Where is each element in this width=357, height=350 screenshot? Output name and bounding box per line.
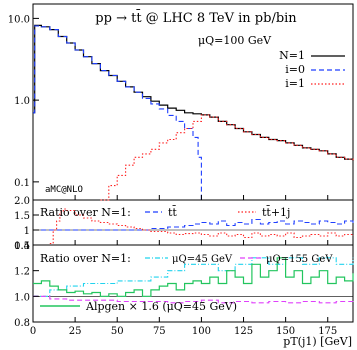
legend-label-tt: tt̄	[168, 206, 177, 219]
y-tick-label-1-0: 0.5	[14, 241, 30, 252]
legend-label-i0: i=0	[285, 63, 305, 76]
legend-label-i1: i=1	[285, 77, 305, 90]
main-legend: N=1 i=0 i=1	[279, 49, 345, 90]
main-panel-frame	[32, 3, 354, 201]
x-tick-label-2: 50	[111, 326, 124, 337]
legend-label-mu155: μQ=155 GeV	[266, 254, 333, 265]
legend-label-mu45: μQ=45 GeV	[172, 254, 233, 265]
x-tick-label-0: 0	[30, 326, 36, 337]
x-tick-label-3: 75	[153, 326, 166, 337]
y-tick-label-1-1: 1	[24, 226, 30, 237]
x-tick-label-4: 100	[192, 326, 211, 337]
legend-label-tt1j: tt̄+1j	[262, 206, 290, 219]
ratio1-label: Ratio over N=1:	[40, 206, 131, 219]
chart-title: pp → tt̄ @ LHC 8 TeV in pb/bin	[95, 9, 297, 26]
series-2-0	[33, 257, 354, 297]
y-tick-label-2-0: 0.8	[14, 318, 30, 329]
ratio2-legend: Ratio over N=1: μQ=45 GeV μQ=155 GeV Alp…	[40, 252, 333, 313]
x-axis-label: pT(j1) [GeV]	[283, 335, 352, 348]
scale-label: μQ=100 GeV	[198, 34, 272, 47]
series-0-1	[33, 25, 202, 200]
legend-label-alpgen: Alpgen × 1.6 (μQ=45 GeV)	[85, 300, 237, 313]
legend-label-n1: N=1	[279, 49, 305, 62]
series-0-2	[100, 114, 354, 201]
watermark: aMC@NLO	[45, 185, 83, 195]
series-2-2	[33, 257, 354, 297]
series-0-0	[33, 24, 354, 161]
y-tick-label-2-3: 1.4	[14, 241, 30, 252]
series-2-1	[33, 295, 354, 304]
y-tick-label-0-1: 1.0	[14, 96, 30, 107]
ratio2-label: Ratio over N=1:	[40, 252, 131, 265]
y-tick-label-0-2: 10.0	[8, 14, 30, 25]
series-1-1	[49, 208, 354, 245]
y-tick-label-1-3: 2.0	[14, 196, 30, 207]
y-tick-label-1-2: 1.5	[14, 211, 30, 222]
x-tick-label-5: 125	[234, 326, 253, 337]
x-tick-label-6: 150	[276, 326, 295, 337]
y-tick-label-0-0: 0.1	[14, 178, 30, 189]
ratio1-legend: Ratio over N=1: tt̄ tt̄+1j	[40, 206, 290, 219]
x-tick-label-7: 175	[318, 326, 337, 337]
y-tick-label-2-2: 1.2	[14, 267, 30, 278]
series-1-0	[33, 218, 354, 231]
y-tick-label-2-1: 1.0	[14, 292, 30, 303]
x-tick-label-1: 25	[69, 326, 82, 337]
